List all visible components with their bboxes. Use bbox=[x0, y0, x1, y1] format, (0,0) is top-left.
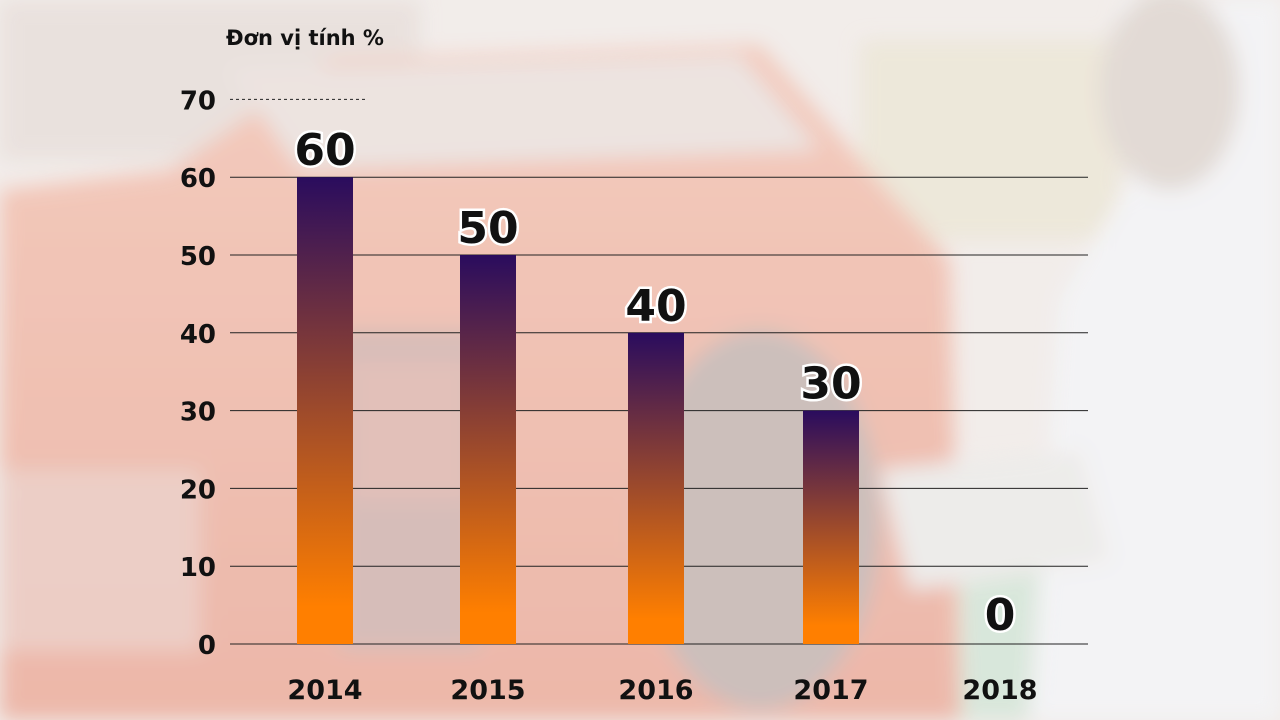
unit-label: Đơn vị tính % bbox=[226, 26, 384, 50]
value-label-2015: 50 bbox=[457, 203, 518, 254]
x-axis-categories: 2014 2015 2016 2017 2018 bbox=[287, 675, 1037, 706]
value-label-2018: 0 bbox=[985, 590, 1016, 641]
y-tick-label: 70 bbox=[180, 86, 216, 116]
value-label-2014: 60 bbox=[294, 125, 355, 176]
bar-2017 bbox=[803, 410, 859, 644]
bar-2016 bbox=[628, 332, 684, 644]
y-axis-ticks: 0 10 20 30 40 50 60 70 bbox=[180, 86, 216, 661]
bar-2015 bbox=[460, 255, 516, 644]
x-category-label: 2015 bbox=[450, 675, 525, 706]
y-tick-label: 50 bbox=[180, 242, 216, 272]
x-category-label: 2016 bbox=[618, 675, 693, 706]
y-tick-label: 0 bbox=[198, 631, 216, 661]
y-tick-label: 30 bbox=[180, 398, 216, 428]
y-tick-label: 60 bbox=[180, 164, 216, 194]
x-category-label: 2014 bbox=[287, 675, 362, 706]
bar-2014 bbox=[297, 177, 353, 644]
bars bbox=[297, 177, 859, 644]
value-label-2017: 30 bbox=[800, 359, 861, 410]
value-labels: 60 50 40 30 0 bbox=[292, 123, 1018, 644]
value-label-2016: 40 bbox=[625, 281, 686, 332]
y-tick-label: 20 bbox=[180, 475, 216, 505]
y-tick-label: 10 bbox=[180, 553, 216, 583]
x-category-label: 2017 bbox=[793, 675, 868, 706]
x-category-label: 2018 bbox=[962, 675, 1037, 706]
y-tick-label: 40 bbox=[180, 320, 216, 350]
